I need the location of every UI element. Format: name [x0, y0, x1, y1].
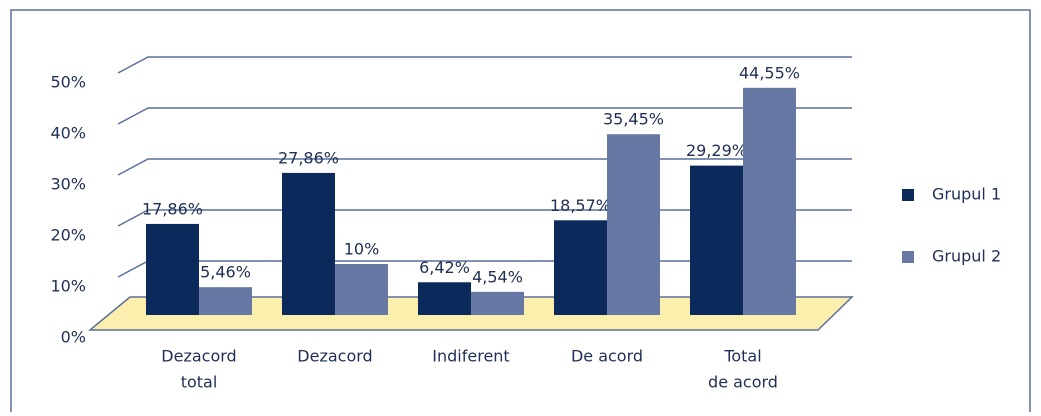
- x-tick-label: Dezacord: [297, 347, 372, 366]
- chart-frame: [10, 9, 1031, 416]
- bar: [146, 223, 199, 315]
- y-tick-label: 40%: [50, 124, 86, 143]
- legend-label: Grupul 2: [932, 247, 1001, 266]
- value-label: 17,86%: [142, 199, 203, 218]
- value-label: 4,54%: [472, 267, 523, 286]
- x-tick-label: Indiferent: [432, 347, 509, 366]
- legend-label: Grupul 1: [932, 185, 1001, 204]
- y-tick-label: 20%: [50, 226, 86, 245]
- y-tick-label: 30%: [50, 175, 86, 194]
- x-tick-label: de acord: [708, 373, 778, 392]
- x-tick-label: Dezacord: [161, 347, 236, 366]
- grid-line: [117, 107, 852, 125]
- bar: [199, 287, 252, 315]
- value-label: 6,42%: [419, 258, 470, 277]
- bar: [607, 134, 660, 315]
- legend-swatch: [902, 251, 914, 263]
- y-tick-label: 50%: [50, 73, 86, 92]
- bar: [554, 220, 607, 315]
- bar: [690, 165, 743, 315]
- value-label: 10%: [344, 240, 380, 259]
- bar: [335, 264, 388, 315]
- bar: [418, 282, 471, 315]
- value-label: 44,55%: [739, 63, 800, 82]
- value-label: 35,45%: [603, 110, 664, 129]
- legend-swatch: [902, 189, 914, 201]
- x-tick-label: De acord: [571, 347, 643, 366]
- y-tick-label: 10%: [50, 277, 86, 296]
- value-label: 5,46%: [200, 263, 251, 282]
- x-tick-label: Total: [723, 347, 761, 366]
- value-label: 27,86%: [278, 148, 339, 167]
- x-tick-label: total: [181, 373, 218, 392]
- value-label: 18,57%: [550, 196, 611, 215]
- value-label: 29,29%: [686, 141, 747, 160]
- bar: [282, 172, 335, 315]
- bar: [471, 291, 524, 315]
- y-tick-label: 0%: [61, 328, 86, 347]
- bar: [743, 87, 796, 315]
- grid-line: [117, 56, 852, 74]
